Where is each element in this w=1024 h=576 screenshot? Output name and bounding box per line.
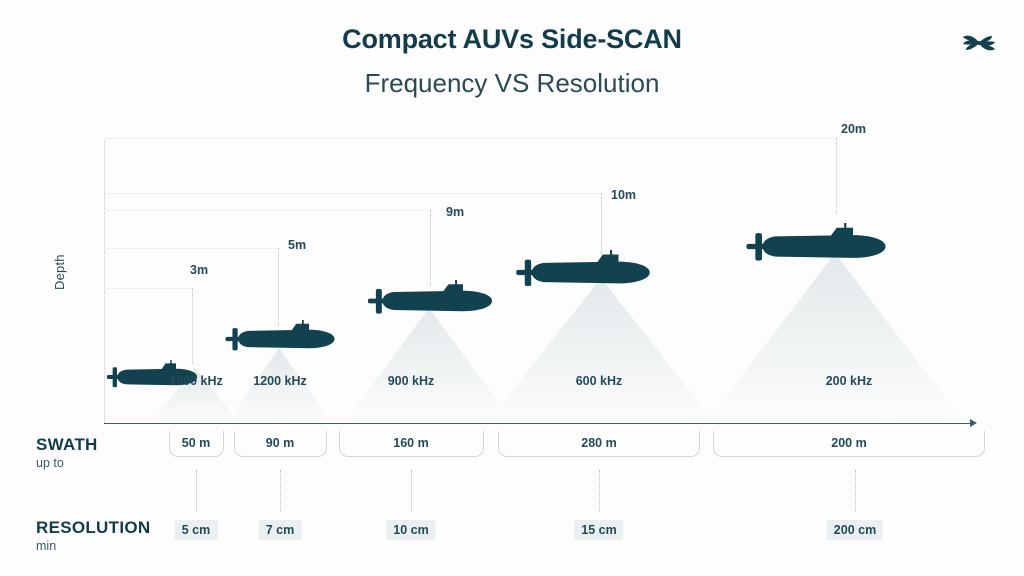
resolution-connector [855, 470, 856, 512]
resolution-value: 5 cm [174, 520, 218, 540]
depth-axis-label: Depth [52, 254, 67, 290]
resolution-row-subtitle: min [36, 539, 57, 553]
swath-value: 200 m [831, 436, 867, 450]
submarine-icon [746, 223, 886, 261]
sonar-cone [344, 308, 514, 423]
swath-row-subtitle: up to [36, 456, 64, 470]
depth-dropline [192, 288, 193, 364]
sonar-cone [487, 278, 715, 423]
resolution-connector [196, 470, 197, 512]
resolution-value: 200 cm [826, 520, 884, 540]
arrow-right-icon [970, 419, 977, 427]
depth-gridline [104, 138, 836, 139]
swath-value: 160 m [393, 436, 429, 450]
resolution-connector [599, 470, 600, 512]
chart-plot-area: Depth 3m 5m 9m 10m 20m [0, 110, 1024, 425]
resolution-value: 7 cm [258, 520, 302, 540]
depth-dropline [430, 210, 431, 286]
submarine-icon [516, 250, 650, 286]
depth-label: 9m [446, 205, 465, 219]
frequency-label: 1200 kHz [253, 374, 307, 388]
resolution-connector [411, 470, 412, 512]
resolution-row-title: RESOLUTION [36, 518, 151, 537]
depth-label: 20m [841, 122, 867, 136]
resolution-connector [280, 470, 281, 512]
x-axis-line [104, 423, 972, 424]
frequency-label: 900 kHz [387, 374, 435, 388]
sonar-cone [150, 368, 240, 423]
depth-gridline [104, 288, 192, 289]
frequency-label: 600 kHz [575, 374, 623, 388]
swath-bracket [498, 431, 700, 457]
depth-label: 5m [288, 238, 307, 252]
swath-bracket [339, 431, 484, 457]
swath-bracket [713, 431, 985, 457]
depth-label: 3m [190, 263, 209, 277]
depth-label: 10m [611, 188, 637, 202]
swath-value: 90 m [265, 436, 295, 450]
depth-dropline [278, 248, 279, 326]
resolution-value: 10 cm [386, 520, 436, 540]
depth-gridline [104, 248, 278, 249]
sonar-cone [226, 348, 332, 423]
submarine-icon [225, 320, 335, 351]
resolution-value: 15 cm [574, 520, 624, 540]
swath-bracket [169, 431, 224, 457]
depth-gridline [104, 210, 430, 211]
submarine-icon [367, 280, 493, 314]
frequency-label: 200 kHz [825, 374, 873, 388]
depth-dropline [601, 193, 602, 269]
page-title: Compact AUVs Side-SCAN [342, 24, 682, 54]
depth-gridline [104, 193, 601, 194]
swath-value: 280 m [581, 436, 617, 450]
submarine-icon [106, 360, 198, 388]
propeller-logo [956, 20, 1002, 66]
swath-row-title: SWATH [36, 435, 98, 454]
sonar-cone [706, 253, 964, 423]
depth-axis-line [104, 138, 105, 423]
frequency-label: 1800 kHz [169, 374, 223, 388]
swath-value: 50 m [181, 436, 211, 450]
swath-bracket [234, 431, 327, 457]
page-subtitle: Frequency VS Resolution [364, 68, 660, 98]
depth-dropline [836, 138, 837, 214]
